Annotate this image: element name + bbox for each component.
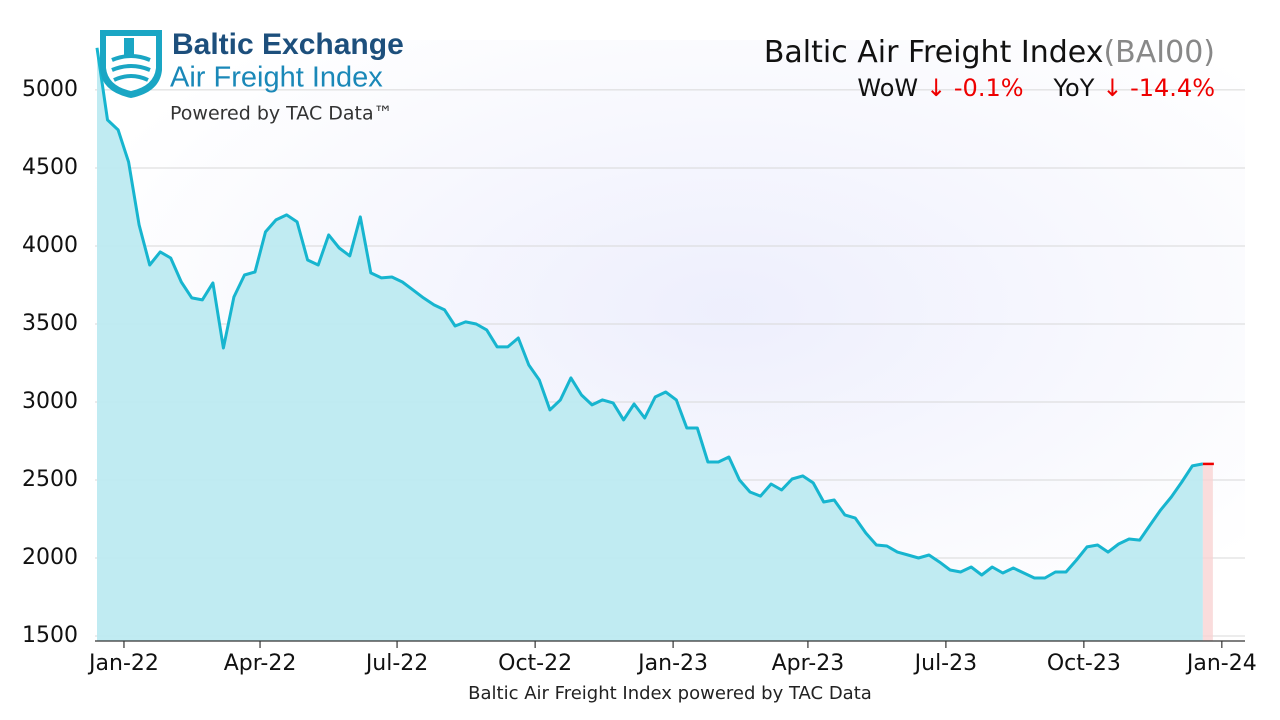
line — [95, 47, 1204, 580]
x-tick-label: Jan-23 — [636, 651, 708, 676]
logo-tower — [124, 38, 134, 56]
y-tick-label: 2500 — [22, 467, 78, 492]
x-tick-label: Jul-23 — [913, 651, 977, 676]
area — [97, 47, 1203, 642]
y-tick-label: 4000 — [22, 233, 78, 258]
chart-title: Baltic Air Freight Index — [764, 35, 1104, 70]
x-axis-label: Baltic Air Freight Index powered by TAC … — [468, 683, 872, 704]
plot: 1500 2000 2500 3000 3500 4000 4500 5000 Jan-22 Ap… — [22, 47, 1257, 676]
x-tick-label: Jul-22 — [364, 651, 428, 676]
logo-subtitle: Air Freight Index — [170, 62, 383, 94]
annotation-label: YoY — [1053, 74, 1095, 102]
x-tick-label: Jan-22 — [87, 651, 159, 676]
logo: Baltic Exchange Air Freight Index Powere… — [100, 28, 404, 125]
title-code: (BAI00) — [1103, 35, 1215, 70]
y-tick-label: 3000 — [22, 389, 78, 414]
logo-tagline: Powered by TAC Data™ — [170, 103, 393, 125]
y-tick-label: 5000 — [22, 77, 78, 102]
y-tick-label: 2000 — [22, 545, 78, 570]
annotations: WoW ↓ -0.1% YoY ↓ -14.4% — [857, 74, 1215, 102]
x-tick-label: Oct-23 — [1047, 651, 1121, 676]
y-tick-label: 1500 — [22, 623, 78, 648]
annotation-value: ↓ -14.4% — [1102, 74, 1215, 102]
logo-title: Baltic Exchange — [172, 28, 404, 61]
x-tick-label: Apr-22 — [224, 651, 297, 676]
y-tick-label: 4500 — [22, 155, 78, 180]
title-group: Baltic Air Freight Index(BAI00) — [764, 35, 1215, 70]
latest-band — [1202, 463, 1213, 641]
annotation-value: ↓ -0.1% — [926, 74, 1023, 102]
y-tick-label: 3500 — [22, 311, 78, 336]
x-tick-label: Jan-24 — [1185, 651, 1257, 676]
x-tick-label: Oct-22 — [498, 651, 572, 676]
annotation-label: WoW — [857, 74, 918, 102]
x-tick-label: Apr-23 — [772, 651, 845, 676]
